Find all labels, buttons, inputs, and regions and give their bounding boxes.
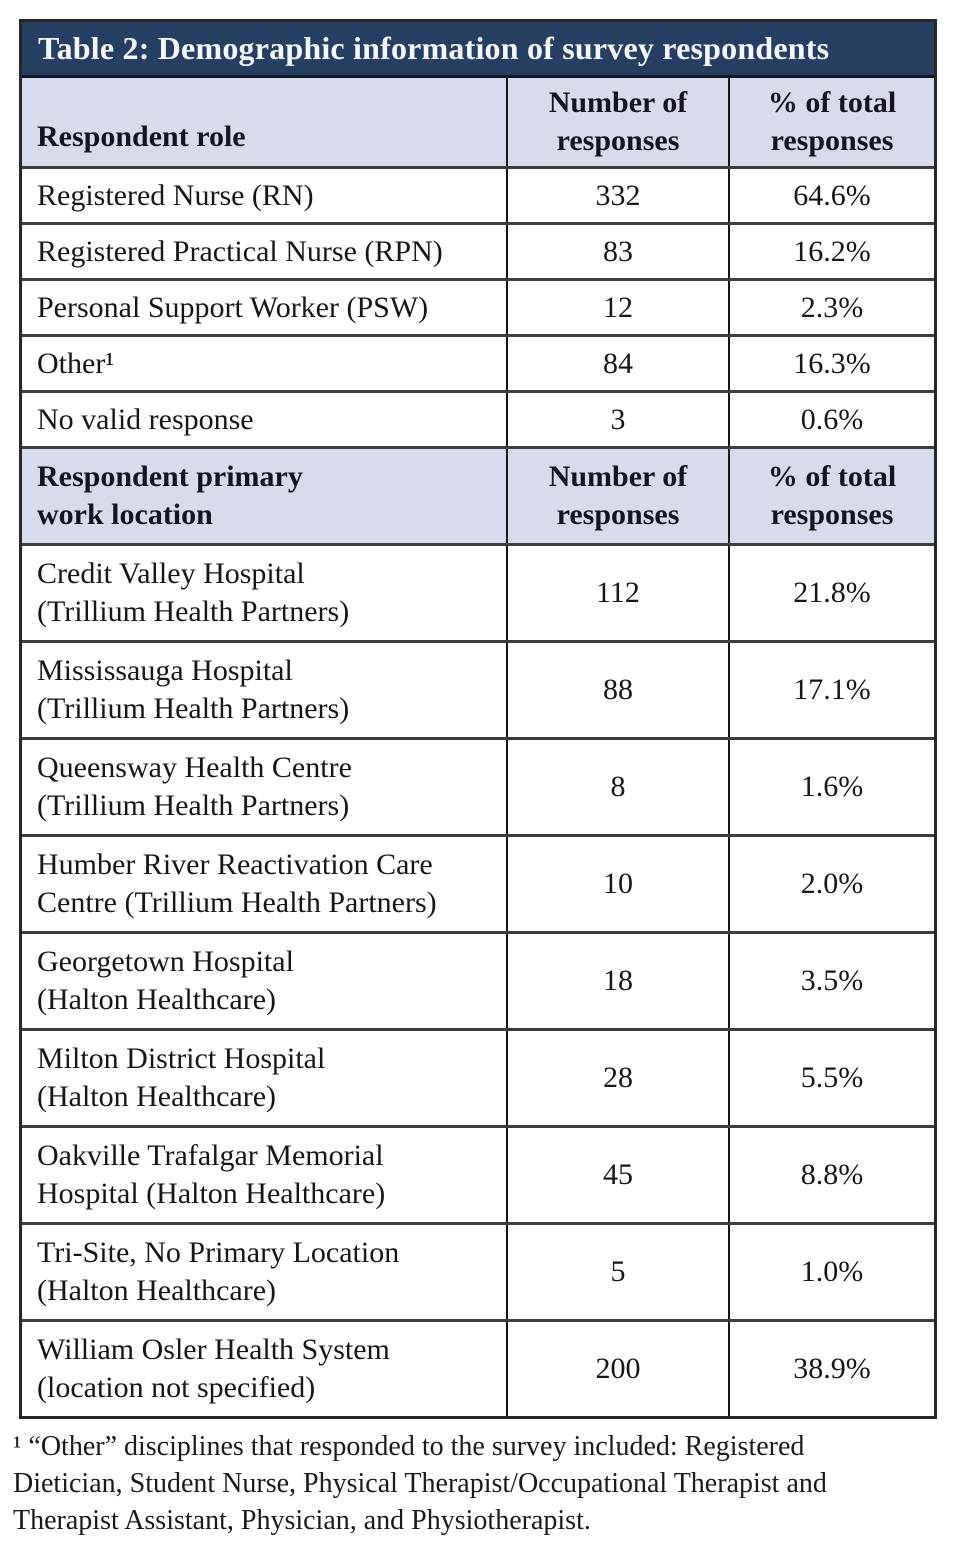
row-label: No valid response — [37, 402, 254, 436]
row-label: Oakville Trafalgar Memorial Hospital (Ha… — [37, 1139, 386, 1210]
table-row: William Osler Health System (location no… — [22, 1319, 934, 1416]
row-percent: 17.1% — [793, 673, 871, 706]
row-responses: 3 — [506, 393, 730, 446]
row-label: Credit Valley Hospital (Trillium Health … — [37, 557, 350, 628]
row-responses: 10 — [506, 837, 730, 931]
row-responses: 18 — [506, 934, 730, 1028]
row-label: Georgetown Hospital (Halton Healthcare) — [37, 945, 294, 1016]
row-percent: 8.8% — [800, 1158, 864, 1191]
table-row: Mississauga Hospital (Trillium Health Pa… — [22, 640, 934, 737]
row-responses: 5 — [506, 1225, 730, 1319]
row-percent: 3.5% — [800, 964, 864, 997]
row-percent: 38.9% — [793, 1352, 871, 1385]
column-header-number-of-responses: Number of responses — [506, 449, 730, 543]
section-header-row-respondent-role: Respondent role Number of responses % of… — [22, 78, 934, 166]
column-header-work-location: Respondent primary work location — [37, 460, 303, 531]
row-percent: 0.6% — [800, 402, 864, 436]
row-responses: 112 — [506, 546, 730, 640]
row-percent: 2.0% — [800, 867, 864, 900]
row-percent: 5.5% — [800, 1061, 864, 1094]
row-label: Registered Practical Nurse (RPN) — [37, 234, 443, 268]
row-label: Other¹ — [37, 346, 115, 380]
row-label: Queensway Health Centre (Trillium Health… — [37, 751, 352, 822]
column-header-respondent-role: Respondent role — [37, 120, 246, 153]
row-percent: 21.8% — [793, 576, 871, 609]
row-responses: 84 — [506, 337, 730, 390]
row-percent: 16.2% — [793, 234, 871, 268]
table-row: Tri-Site, No Primary Location (Halton He… — [22, 1222, 934, 1319]
row-label: Mississauga Hospital (Trillium Health Pa… — [37, 654, 350, 725]
demographics-table: Table 2: Demographic information of surv… — [19, 19, 937, 1419]
column-header-percent-of-total: % of total responses — [767, 460, 897, 531]
row-label: Personal Support Worker (PSW) — [37, 290, 429, 324]
row-percent: 16.3% — [793, 346, 871, 380]
table-row: Oakville Trafalgar Memorial Hospital (Ha… — [22, 1125, 934, 1222]
row-percent: 1.6% — [800, 770, 864, 803]
table-footnote: ¹ “Other” disciplines that responded to … — [13, 1431, 827, 1536]
table-row: Milton District Hospital (Halton Healthc… — [22, 1028, 934, 1125]
row-responses: 8 — [506, 740, 730, 834]
row-responses: 83 — [506, 225, 730, 278]
row-label: Humber River Reactivation Care Centre (T… — [37, 848, 437, 919]
row-responses: 28 — [506, 1031, 730, 1125]
row-percent: 64.6% — [793, 178, 871, 212]
table-row: Credit Valley Hospital (Trillium Health … — [22, 543, 934, 640]
table-row: Humber River Reactivation Care Centre (T… — [22, 834, 934, 931]
row-responses: 12 — [506, 281, 730, 334]
row-label: Registered Nurse (RN) — [37, 178, 314, 212]
table-row: Registered Nurse (RN) 332 64.6% — [22, 166, 934, 222]
section-header-row-work-location: Respondent primary work location Number … — [22, 446, 934, 543]
table-row: Queensway Health Centre (Trillium Health… — [22, 737, 934, 834]
table-title: Table 2: Demographic information of surv… — [22, 22, 934, 78]
column-header-number-of-responses: Number of responses — [506, 78, 730, 166]
row-percent: 1.0% — [800, 1255, 864, 1288]
row-label: William Osler Health System (location no… — [37, 1333, 390, 1404]
row-label: Tri-Site, No Primary Location (Halton He… — [37, 1236, 400, 1307]
row-responses: 200 — [506, 1322, 730, 1416]
column-header-percent-of-total: % of total responses — [767, 86, 897, 157]
table-row: Registered Practical Nurse (RPN) 83 16.2… — [22, 222, 934, 278]
table-row: Other¹ 84 16.3% — [22, 334, 934, 390]
row-label: Milton District Hospital (Halton Healthc… — [37, 1042, 326, 1113]
table-row: Georgetown Hospital (Halton Healthcare) … — [22, 931, 934, 1028]
table-row: Personal Support Worker (PSW) 12 2.3% — [22, 278, 934, 334]
row-responses: 45 — [506, 1128, 730, 1222]
row-responses: 88 — [506, 643, 730, 737]
row-responses: 332 — [506, 169, 730, 222]
table-row: No valid response 3 0.6% — [22, 390, 934, 446]
row-percent: 2.3% — [800, 290, 864, 324]
